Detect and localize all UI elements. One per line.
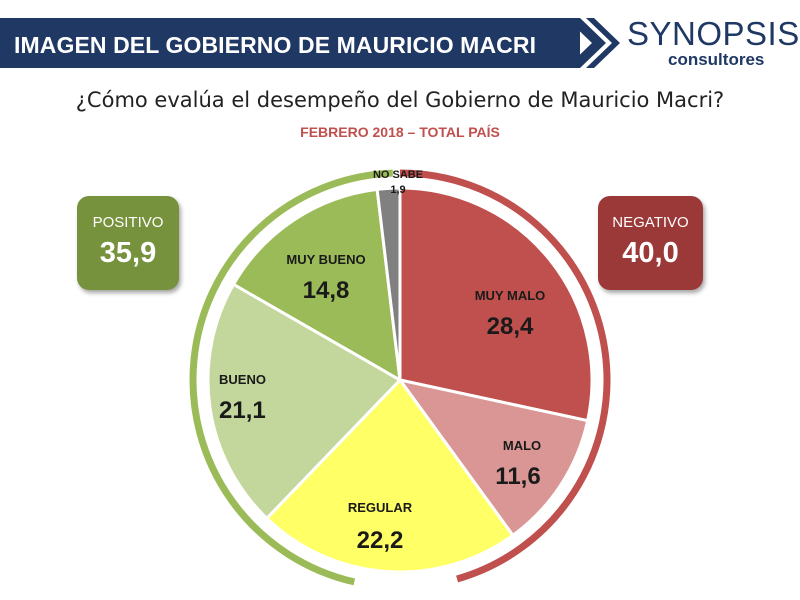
slice-muy-malo (398, 186, 594, 423)
slice-value-muy-malo: 28,4 (487, 313, 534, 340)
slice-value-malo: 11,6 (495, 463, 540, 490)
logo-subtitle: consultores (668, 50, 765, 69)
slice-label-no-sabe: NO SABE (373, 169, 423, 181)
slice-label-regular: REGULAR (348, 500, 413, 515)
slice-malo (396, 377, 590, 538)
group-ring-negativo (399, 169, 611, 583)
slice-value-regular: 22,2 (357, 527, 404, 554)
chevron-right-icon (566, 18, 620, 68)
slice-value-muy-bueno: 14,8 (303, 277, 350, 304)
positive-label: POSITIVO (92, 214, 164, 231)
negative-value: 40,0 (622, 237, 679, 269)
slice-label-muy-bueno: MUY BUENO (286, 252, 365, 267)
question-title: ¿Cómo evalúa el desempeño del Gobierno d… (75, 88, 725, 112)
header-bar (0, 18, 580, 68)
positive-value: 35,9 (99, 237, 157, 269)
slice-label-malo: MALO (503, 438, 541, 453)
group-ring-positivo (189, 169, 393, 586)
header-title: IMAGEN DEL GOBIERNO DE MAURICIO MACRI (14, 32, 537, 58)
negative-label: NEGATIVO (612, 214, 689, 231)
negative-total-box: NEGATIVO 40,0 (598, 196, 703, 290)
positive-total-box: POSITIVO 35,9 (77, 196, 179, 290)
slice-label-muy-malo: MUY MALO (475, 288, 546, 303)
chart-subtitle: FEBRERO 2018 – TOTAL PAÍS (300, 124, 500, 140)
slice-muy-bueno (231, 187, 402, 383)
slice-value-bueno: 21,1 (219, 397, 266, 424)
slice-label-bueno: BUENO (219, 372, 266, 387)
slice-value-no-sabe: 1,9 (390, 184, 405, 196)
slice-no-sabe (375, 186, 402, 381)
slice-regular (264, 377, 515, 574)
slice-bueno (206, 282, 403, 521)
logo-wordmark: SYNOPSIS (627, 15, 800, 52)
